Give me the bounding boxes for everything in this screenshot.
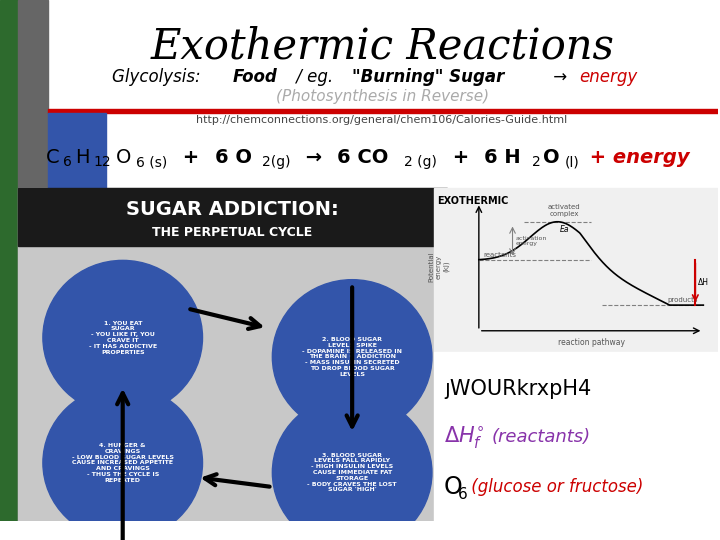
Text: 3. BLOOD SUGAR
LEVELS FALL RAPIDLY
- HIGH INSULIN LEVELS
CAUSE IMMEDIATE FAT
STO: 3. BLOOD SUGAR LEVELS FALL RAPIDLY - HIG… [307,453,397,492]
Text: O: O [444,475,463,499]
Text: O: O [543,147,559,167]
Text: 6 O: 6 O [215,147,251,167]
Text: "Burning" Sugar: "Burning" Sugar [351,68,504,86]
Text: / eg.: / eg. [291,68,338,86]
Text: http://chemconnections.org/general/chem106/Calories-Guide.html: http://chemconnections.org/general/chem1… [197,114,567,125]
Text: SUGAR ADDICTION:: SUGAR ADDICTION: [126,200,339,219]
Text: +: + [446,147,476,167]
Text: O: O [116,147,131,167]
Text: 6 CO: 6 CO [338,147,389,167]
Text: →: → [548,68,572,86]
Text: (glucose or fructose): (glucose or fructose) [466,478,643,496]
Text: ȷWOURkrxpH4: ȷWOURkrxpH4 [444,379,591,399]
Text: EXOTHERMIC: EXOTHERMIC [437,196,508,206]
Text: + energy: + energy [583,147,690,167]
Text: reactants: reactants [484,252,517,258]
Bar [18,188,447,521]
Bar [434,352,719,521]
Text: +: + [176,147,206,167]
Bar [48,0,719,188]
Text: 6 (s): 6 (s) [136,155,167,169]
Bar [434,188,719,352]
Text: 2: 2 [531,155,540,169]
Text: ΔH: ΔH [698,278,709,287]
Text: 12: 12 [94,155,111,169]
Circle shape [43,260,202,415]
Bar [18,0,48,521]
Text: energy: energy [579,68,637,86]
Text: H: H [75,147,89,167]
Text: products: products [668,297,698,303]
Text: 6: 6 [458,487,468,502]
Text: reaction pathway: reaction pathway [557,339,624,347]
Circle shape [43,386,202,540]
Text: →: → [299,147,329,167]
Text: 6: 6 [63,155,72,169]
Text: C: C [45,147,59,167]
Text: 2. BLOOD SUGAR
LEVELS SPIKE
- DOPAMINE IS RELEASED IN
THE BRAIN = ADDICTION
- MA: 2. BLOOD SUGAR LEVELS SPIKE - DOPAMINE I… [302,337,402,377]
Bar [48,109,719,113]
Text: (l): (l) [564,155,579,169]
Bar [18,188,447,246]
Text: activation
energy: activation energy [516,235,547,246]
Text: Glycolysis:: Glycolysis: [112,68,206,86]
Text: (reactants): (reactants) [492,428,591,446]
Circle shape [272,395,432,540]
Text: activated
complex: activated complex [548,205,580,218]
Text: Exothermic Reactions: Exothermic Reactions [150,25,614,68]
Text: 6 H: 6 H [485,147,521,167]
Text: (Photosynthesis in Reverse): (Photosynthesis in Reverse) [276,89,489,104]
Text: 1. YOU EAT
SUGAR
- YOU LIKE IT, YOU
CRAVE IT
- IT HAS ADDICTIVE
PROPERTIES: 1. YOU EAT SUGAR - YOU LIKE IT, YOU CRAV… [89,321,157,355]
Text: $\Delta H_f^{\circ}$: $\Delta H_f^{\circ}$ [444,424,485,450]
Text: 4. HUNGER &
CRAVINGS
- LOW BLOOD SUGAR LEVELS
CAUSE INCREASED APPETITE
AND CRAVI: 4. HUNGER & CRAVINGS - LOW BLOOD SUGAR L… [72,443,174,483]
Text: Potential
energy
(kJ): Potential energy (kJ) [428,251,449,282]
Bar [48,113,106,192]
Text: 2(g): 2(g) [262,155,291,169]
Text: 2 (g): 2 (g) [403,155,436,169]
Circle shape [272,280,432,434]
Bar [0,0,18,521]
Text: Ea: Ea [559,225,569,234]
Text: THE PERPETUAL CYCLE: THE PERPETUAL CYCLE [153,226,312,239]
Text: Food: Food [233,68,278,86]
